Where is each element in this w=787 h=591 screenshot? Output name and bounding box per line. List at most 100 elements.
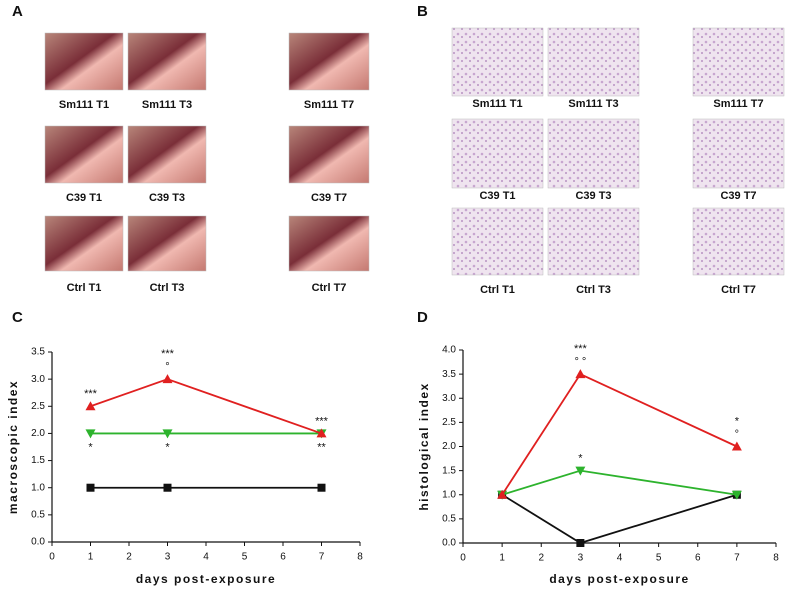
histology-image [547,118,640,189]
image-caption: Ctrl T7 [312,282,347,294]
data-point [576,539,585,547]
y-tick-label: 3.0 [31,374,45,385]
data-point [575,466,586,476]
image-caption: C39 T3 [149,192,185,204]
data-point [85,401,96,411]
x-tick-label: 2 [538,553,544,564]
image-caption: Ctrl T7 [721,284,756,296]
image-caption: C39 T3 [575,190,611,202]
data-point [162,374,173,384]
x-tick-label: 4 [617,553,623,564]
y-tick-label: 3.5 [442,369,456,380]
y-tick-label: 0.0 [442,538,456,549]
y-tick-label: 0.5 [442,514,456,525]
y-tick-label: 3.5 [31,347,45,358]
data-point [575,369,586,379]
data-point [316,428,327,438]
lung-photo [44,125,124,184]
series-line [501,469,738,496]
x-tick-label: 1 [499,553,505,564]
histology-image [547,207,640,276]
lung-photo [288,215,370,272]
panel-letter: B [417,3,428,20]
y-tick-label: 0.5 [31,509,45,520]
data-point [162,429,173,439]
significance-mark: ** [317,441,326,453]
image-caption: C39 T7 [311,192,347,204]
image-caption: Sm111 T1 [472,98,522,110]
x-axis-label: days post-exposure [136,572,276,586]
histology-image [692,118,785,189]
lung-photo [44,32,124,91]
image-caption: Sm111 T7 [304,99,354,111]
x-tick-label: 0 [49,552,55,563]
x-axis-label: days post-exposure [549,572,689,586]
x-tick-label: 7 [319,552,325,563]
significance-mark: *** [574,343,588,355]
y-tick-label: 1.5 [442,465,456,476]
histology-image [451,207,544,276]
image-caption: Sm111 T7 [713,98,763,110]
significance-mark: ° ° [574,356,586,368]
data-point [497,489,508,499]
x-tick-label: 2 [126,552,132,563]
image-caption: C39 T1 [479,190,515,202]
panel-letter: C [12,309,23,326]
x-tick-label: 4 [203,552,209,563]
x-tick-label: 7 [734,553,740,564]
y-tick-label: 3.0 [442,393,456,404]
lung-photo [127,125,207,184]
data-point [731,490,742,500]
significance-mark: * [735,415,740,427]
significance-mark: * [165,441,170,453]
image-caption: Ctrl T1 [67,282,102,294]
y-tick-label: 1.0 [31,482,45,493]
x-tick-label: 5 [242,552,248,563]
lung-photo [127,215,207,272]
significance-mark: ° [165,361,169,373]
lung-photo [288,32,370,91]
series-line [90,378,322,435]
image-caption: C39 T1 [66,192,102,204]
x-tick-label: 5 [656,553,662,564]
x-tick-label: 1 [88,552,94,563]
y-tick-label: 4.0 [442,345,456,356]
significance-mark: *** [84,388,98,400]
histology-image [692,207,785,276]
x-tick-label: 3 [578,553,584,564]
x-tick-label: 3 [165,552,171,563]
x-tick-label: 6 [280,552,286,563]
y-tick-label: 0.0 [31,537,45,548]
histology-image [692,27,785,97]
y-tick-label: 1.5 [31,455,45,466]
lung-photo [127,32,207,91]
x-tick-label: 8 [357,552,363,563]
image-caption: Ctrl T1 [480,284,515,296]
y-tick-label: 1.0 [442,489,456,500]
y-axis-label: histological index [417,382,431,510]
image-caption: Sm111 T3 [142,99,192,111]
data-point [317,483,326,492]
x-tick-label: 0 [460,553,466,564]
lung-photo [288,125,370,184]
y-tick-label: 2.5 [442,417,456,428]
histology-image [451,118,544,189]
image-caption: Sm111 T3 [568,98,618,110]
data-point [731,441,742,451]
y-axis-label: macroscopic index [6,380,20,514]
image-caption: Ctrl T3 [150,282,185,294]
data-point [163,483,172,492]
significance-mark: ° [735,428,739,440]
image-caption: Sm111 T1 [59,99,109,111]
data-point [86,483,95,492]
panel-letter: D [417,309,428,326]
y-tick-label: 2.0 [442,441,456,452]
significance-mark: * [88,441,93,453]
panel-letter: A [12,3,23,20]
significance-mark: *** [315,415,329,427]
significance-mark: * [578,453,583,465]
y-tick-label: 2.5 [31,401,45,412]
histology-image [451,27,544,97]
histology-image [547,27,640,97]
